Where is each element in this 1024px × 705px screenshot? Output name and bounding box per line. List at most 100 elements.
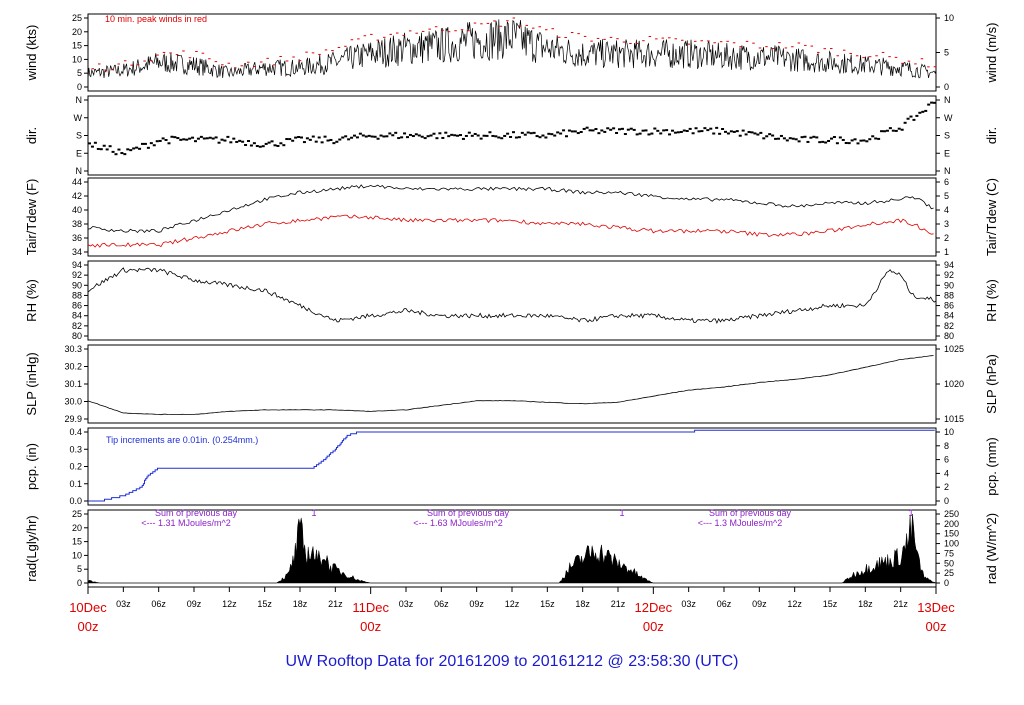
wind-direction-point [779,134,783,137]
wind-direction-point [738,134,742,137]
radiation-daily-sum-value: <--- 1.63 MJoules/m^2 [413,518,503,528]
wind-direction-point [417,134,421,137]
wind-direction-point [541,134,545,137]
wind-direction-point [529,132,533,135]
wind-direction-point [149,142,153,145]
wind-direction-point [223,139,227,142]
wind-direction-point [597,132,601,135]
wind-direction-point [585,126,589,129]
wind-frame [87,13,937,92]
wind-direction-point [559,132,563,135]
wind-direction-point [211,137,215,140]
dir-left-tick-label: S [76,131,82,141]
rh-frame [87,260,937,341]
wind-direction-point [771,134,775,137]
wind-direction-point [364,135,368,138]
wind-direction-point [408,133,412,136]
dir-left-tick-label: N [76,95,83,105]
wind-direction-point [821,140,825,143]
rh-right-tick-label: 80 [944,331,954,341]
temp-left-tick-label: 38 [72,219,82,229]
temp-left-tick-label: 44 [72,177,82,187]
day-date-label: 11Dec [352,600,389,615]
slp-right-label: SLP (hPa) [984,354,999,414]
radiation-noon-mark: 1 [311,508,316,518]
wind-direction-point [90,145,94,148]
radiation-daily-sum-value: <--- 1.31 MJoules/m^2 [141,518,231,528]
wind-direction-point [909,115,913,118]
wind-direction-point [921,110,925,113]
wind-direction-point [102,144,106,147]
wind-direction-point [146,146,150,149]
wind-direction-point [302,141,306,144]
wind-direction-point [461,137,465,140]
wind-direction-point [247,140,250,143]
wind-direction-point [332,142,336,145]
wind-direction-point [311,135,315,138]
wind-direction-point [173,136,177,139]
wind-direction-point [453,134,457,137]
wind-direction-point [276,144,280,147]
wind-direction-point [824,141,828,144]
temp-right-tick-label: 2 [944,233,949,243]
wind-direction-point [361,134,365,137]
wind-direction-point [338,138,342,141]
pcp-right-tick-label: 8 [944,441,949,451]
wind-direction-point [179,138,183,141]
rh-left-tick-label: 94 [72,260,82,270]
rad-left-tick-label: 0 [77,578,82,588]
wind-direction-point [721,128,725,131]
wind-direction-point [600,129,604,132]
wind-direction-point [249,144,253,147]
wind-direction-point [635,133,639,136]
wind-direction-point [744,133,748,136]
temp-left-tick-label: 36 [72,233,82,243]
wind-direction-point [903,121,907,124]
rad-left-tick-label: 15 [72,537,82,547]
wind-direction-point [762,137,766,140]
temp-left-tick-label: 42 [72,191,82,201]
time-tick-label: 12z [787,599,802,609]
radiation-daily-sum-label: Sum of previous day [709,508,792,518]
wind-direction-point [438,132,442,135]
wind-direction-point [194,140,197,143]
pcp-right-tick-label: 10 [944,427,954,437]
wind-direction-point [297,136,301,139]
dir-right-tick-label: N [944,166,951,176]
time-tick-label: 03z [116,599,131,609]
pcp-right-tick-label: 0 [944,496,949,506]
wind-direction-point [830,137,833,140]
wind-direction-point [788,137,792,140]
wind-direction-point [650,132,654,135]
wind-direction-point [326,139,330,142]
wind-direction-point [933,101,937,104]
wind-direction-point [724,130,727,133]
wind-direction-point [806,140,810,143]
wind-direction-point [756,133,760,136]
wind-direction-point [553,134,557,137]
wind-direction-point [523,133,527,136]
wind-direction-point [535,135,539,138]
wind-direction-point [612,127,616,130]
wind-direction-point [532,131,536,134]
wind-direction-point [759,131,763,134]
pcp-left-tick-label: 0.2 [69,462,82,472]
dir-right-label: dir. [984,127,999,144]
rad-left-tick-label: 25 [72,509,82,519]
temp-left-tick-label: 40 [72,205,82,215]
slp-right-tick-label: 1015 [944,414,964,424]
wind-direction-point [918,111,922,114]
day-date-label: 10Dec [69,600,107,615]
radiation-noon-mark: 1 [908,508,913,518]
dir-frame [87,95,937,176]
wind-direction-point [406,136,409,139]
wind-direction-point [853,138,857,141]
pcp-right-tick-label: 2 [944,482,949,492]
wind-direction-point [308,138,312,141]
wind-right-tick-label: 0 [944,82,949,92]
rad-right-tick-label: 100 [944,539,959,549]
radiation-daily-sum-value: <--- 1.3 MJoules/m^2 [698,518,783,528]
wind-direction-point [644,129,648,132]
wind-direction-point [344,135,348,138]
